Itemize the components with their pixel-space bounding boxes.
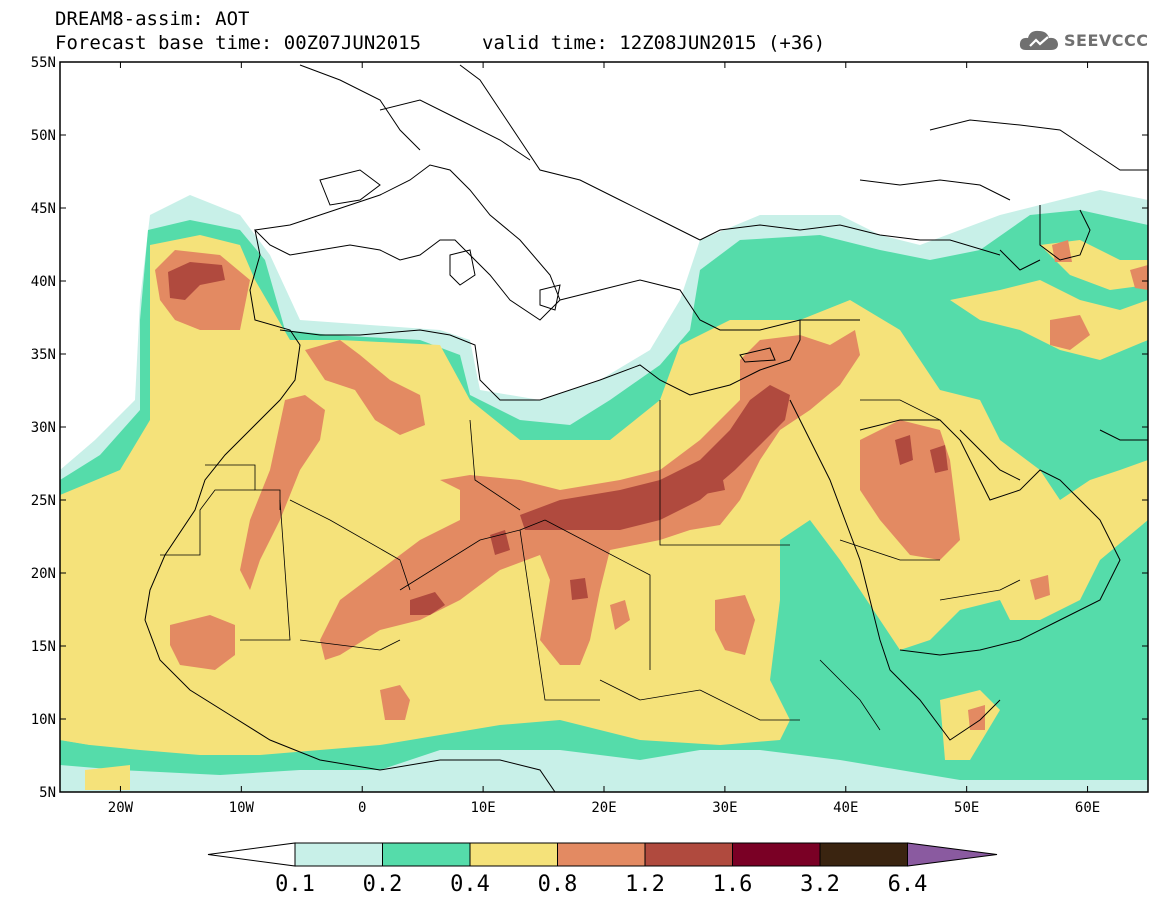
colorbar-segment [819, 842, 908, 867]
colorbar-label: 3.2 [800, 872, 840, 897]
colorbar-label: 6.4 [888, 872, 928, 897]
aot-band-1.2 [168, 262, 948, 615]
lon-tick-label: 20W [108, 800, 134, 816]
lat-tick-label: 10N [31, 712, 56, 728]
lat-tick-label: 5N [39, 785, 56, 801]
logo-text: SEEVCCC [1064, 30, 1149, 50]
colorbar-segment [732, 842, 821, 867]
title-line-1: DREAM8-assim: AOT [55, 8, 250, 30]
colorbar-segment [557, 842, 646, 867]
colorbar-label: 1.2 [625, 872, 665, 897]
colorbar-arrow-left [207, 842, 296, 867]
lat-tick-label: 25N [31, 493, 56, 509]
lon-tick-label: 10E [470, 800, 495, 816]
lat-tick-label: 50N [31, 128, 56, 144]
lat-tick-label: 35N [31, 347, 56, 363]
lon-tick-label: 40E [833, 800, 858, 816]
political-borders [160, 399, 1021, 731]
lon-tick-label: 60E [1075, 800, 1100, 816]
lon-tick-label: 50E [954, 800, 979, 816]
colorbar-segment [469, 842, 558, 867]
colorbar-label: 1.6 [713, 872, 753, 897]
latitude-ticks: 5N 10N 15N 20N 25N 30N 35N 40N 45N 50N 55N [31, 55, 1148, 801]
cloud-icon [1019, 30, 1058, 50]
colorbar-arrow-right [907, 842, 998, 867]
lat-tick-label: 20N [31, 566, 56, 582]
lat-tick-label: 40N [31, 274, 56, 290]
lat-tick-label: 55N [31, 55, 56, 71]
lon-tick-label: 30E [712, 800, 737, 816]
colorbar-label: 0.8 [538, 872, 578, 897]
lon-tick-label: 10W [229, 800, 255, 816]
colorbar-label: 0.2 [363, 872, 403, 897]
lat-tick-label: 30N [31, 420, 56, 436]
lon-tick-label: 20E [591, 800, 616, 816]
colorbar-segment [644, 842, 733, 867]
colorbar-segment [294, 842, 383, 867]
colorbar-label: 0.1 [275, 872, 315, 897]
aot-field [60, 62, 1148, 792]
lon-tick-label: 0 [358, 800, 366, 816]
colorbar-label: 0.4 [450, 872, 490, 897]
valid-time: valid time: 12Z08JUN2015 (+36) [482, 32, 826, 54]
colorbar-segment [382, 842, 471, 867]
colorbar: 0.1 0.2 0.4 0.8 1.2 1.6 3.2 6.4 [207, 842, 998, 897]
longitude-ticks: 20W 10W 0 10E 20E 30E 40E 50E 60E [108, 62, 1100, 816]
lat-tick-label: 45N [31, 201, 56, 217]
seevccc-logo: SEEVCCC [1018, 24, 1149, 56]
lat-tick-label: 15N [31, 639, 56, 655]
forecast-base-time: Forecast base time: 00Z07JUN2015 [55, 32, 422, 54]
